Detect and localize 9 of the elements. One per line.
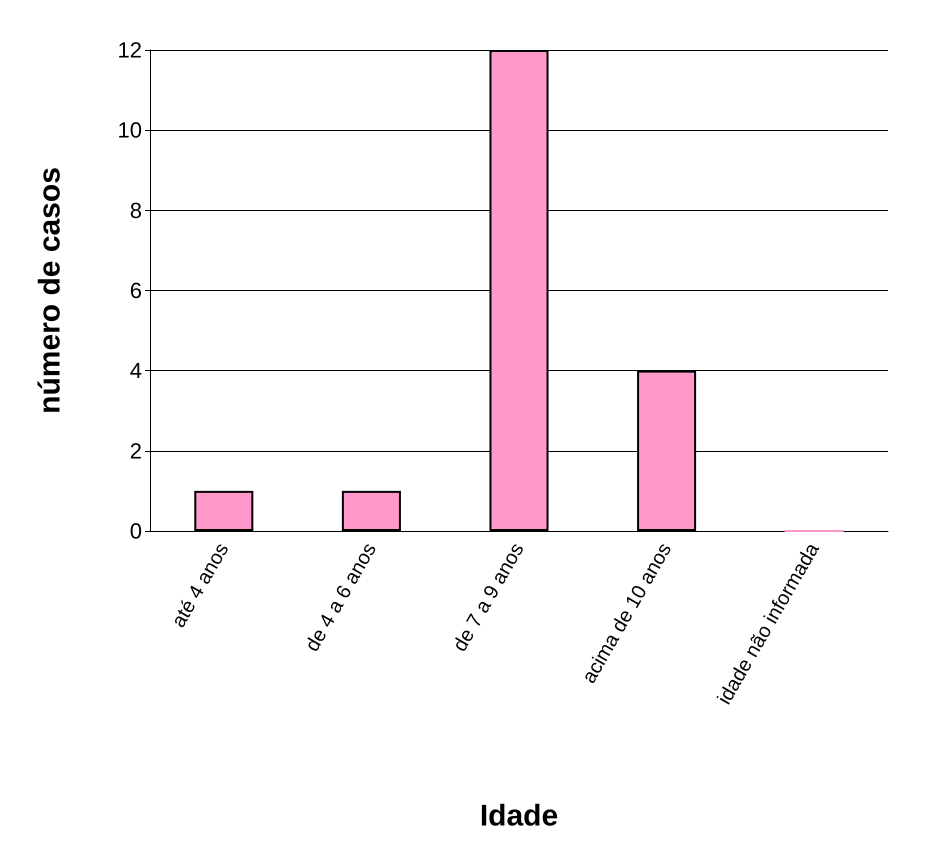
y-tick-label: 8 xyxy=(130,198,142,223)
y-tick-label: 12 xyxy=(118,38,142,62)
y-tick-label: 0 xyxy=(130,518,142,544)
x-axis-title: Idade xyxy=(480,800,558,832)
y-tick-label: 10 xyxy=(118,118,142,143)
y-tick-label: 6 xyxy=(130,278,142,303)
y-tick-label: 2 xyxy=(130,438,142,464)
y-axis-title: número de casos xyxy=(34,167,66,414)
y-tick-label: 4 xyxy=(130,358,142,384)
